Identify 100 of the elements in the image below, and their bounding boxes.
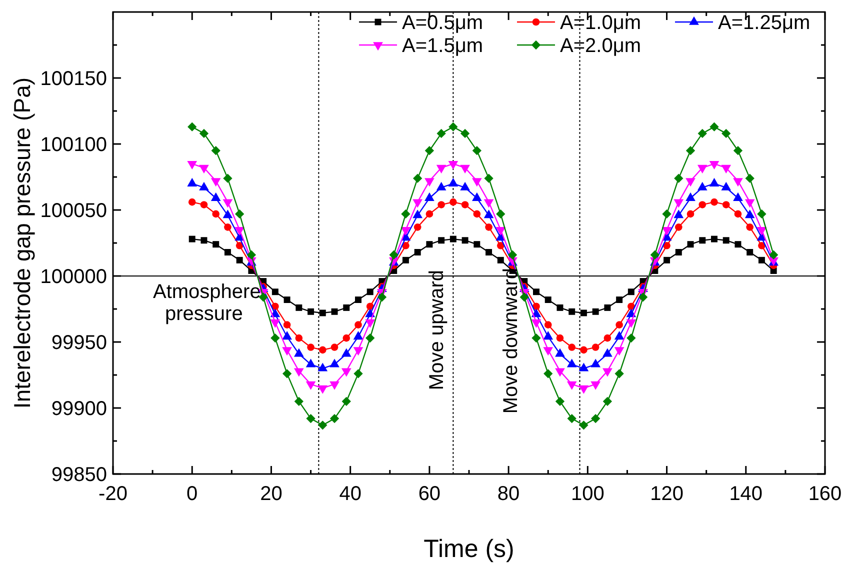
point: [616, 321, 623, 328]
point: [236, 256, 243, 264]
point: [614, 331, 624, 340]
point: [556, 334, 564, 342]
point: [520, 292, 529, 302]
point: [663, 242, 670, 250]
point: [246, 250, 256, 260]
point: [496, 226, 506, 236]
annotation: Move upward: [426, 270, 448, 390]
point: [472, 178, 482, 187]
point: [319, 310, 326, 316]
point: [401, 209, 410, 219]
point: [366, 333, 375, 343]
point: [212, 210, 220, 218]
point: [662, 226, 672, 236]
point: [426, 210, 434, 218]
point: [187, 160, 198, 170]
point: [308, 308, 314, 315]
point: [674, 174, 684, 183]
point: [745, 174, 754, 183]
point: [450, 198, 457, 206]
point: [756, 226, 767, 236]
point: [414, 249, 421, 256]
point: [486, 249, 492, 256]
point: [330, 414, 340, 424]
point: [342, 334, 350, 342]
point: [568, 308, 576, 315]
point: [674, 210, 684, 218]
point: [674, 199, 684, 208]
point: [734, 241, 742, 248]
point: [544, 321, 552, 328]
point: [710, 122, 719, 132]
x-tick-label: 20: [260, 483, 282, 505]
legend-label: A=1.5μm: [402, 35, 484, 57]
point: [294, 396, 304, 406]
point: [533, 288, 540, 296]
point: [461, 201, 469, 208]
point: [330, 358, 340, 368]
point: [400, 226, 411, 236]
point: [294, 348, 304, 357]
point: [282, 331, 292, 340]
point: [438, 201, 445, 208]
point: [354, 321, 362, 328]
point: [412, 199, 422, 208]
point: [698, 128, 707, 138]
y-tick-label: 100050: [40, 200, 107, 222]
point: [389, 250, 398, 260]
point: [343, 304, 350, 311]
point: [199, 128, 209, 138]
point: [757, 209, 766, 219]
point: [402, 242, 410, 250]
point: [283, 321, 291, 328]
point: [664, 256, 670, 264]
point: [602, 396, 612, 406]
point: [650, 250, 660, 260]
point: [544, 296, 552, 303]
point: [544, 369, 553, 378]
point: [307, 344, 314, 351]
point: [448, 122, 458, 132]
point: [460, 164, 470, 174]
point: [628, 288, 634, 296]
point: [626, 333, 636, 343]
point: [710, 198, 718, 206]
point: [295, 334, 303, 342]
point: [733, 178, 743, 187]
point: [438, 237, 445, 244]
point: [566, 358, 577, 368]
point: [199, 164, 209, 174]
point: [532, 333, 541, 343]
point: [567, 414, 576, 424]
point: [709, 160, 720, 170]
point: [450, 236, 456, 242]
point: [223, 174, 232, 183]
point: [687, 241, 694, 248]
point: [496, 242, 504, 250]
point: [222, 210, 233, 218]
point: [330, 344, 338, 351]
point: [414, 224, 422, 231]
point: [686, 210, 694, 218]
point: [306, 358, 316, 368]
point: [272, 288, 278, 296]
point: [746, 224, 754, 231]
ref-line-label: Atmosphere pressure: [153, 281, 261, 325]
y-tick-label: 99850: [51, 464, 107, 486]
point: [711, 236, 718, 242]
x-tick-label: 160: [808, 483, 842, 505]
point: [556, 304, 564, 311]
legend-label: A=1.25μm: [718, 12, 810, 34]
point: [484, 210, 494, 218]
point: [377, 292, 387, 302]
point: [758, 242, 766, 250]
legend-label: A=2.0μm: [560, 35, 642, 57]
point: [424, 178, 434, 187]
point: [484, 174, 494, 183]
point: [497, 256, 504, 264]
point: [592, 344, 600, 351]
point: [555, 348, 565, 357]
point: [592, 308, 599, 315]
point: [282, 369, 292, 378]
point: [188, 122, 197, 132]
